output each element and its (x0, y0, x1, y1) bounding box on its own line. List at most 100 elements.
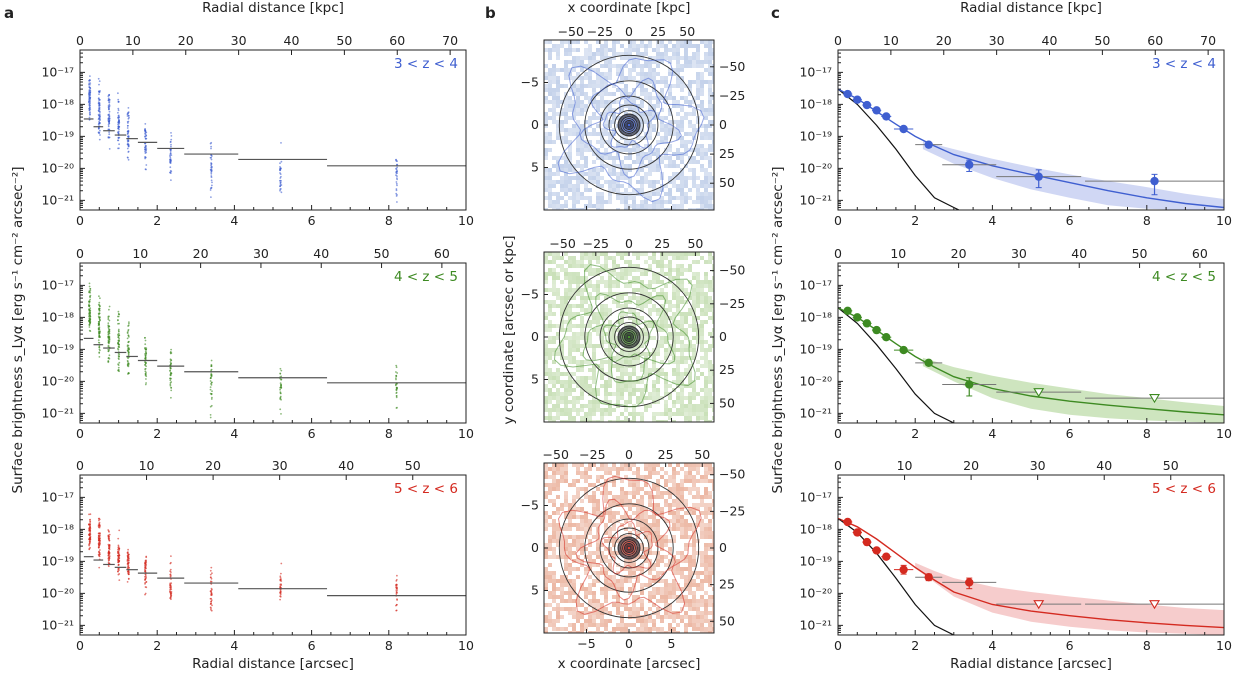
panel-b-z45-pixel (688, 420, 692, 422)
panel-b-z34-pixel (604, 100, 608, 104)
panel-b-z45-pixel (696, 408, 700, 412)
panel-b-z45-pixel (572, 416, 576, 420)
panel-b-z56-pixel (708, 471, 712, 475)
panel-b-z34-pixel (660, 96, 664, 100)
panel-b-z34-pixel (676, 196, 680, 200)
panel-a-z34-top-tick-label: 30 (231, 33, 247, 48)
panel-b-z56-pixel (612, 467, 616, 471)
panel-b-z34-pixel (560, 188, 564, 192)
panel-b-z45-pixel (544, 288, 548, 292)
panel-b-z34-pixel (704, 192, 708, 196)
panel-b-z34-pixel (712, 196, 714, 200)
panel-b-z45-pixel (712, 300, 714, 304)
panel-b-z45-pixel (568, 412, 572, 416)
panel-b-z45-pixel (652, 360, 656, 364)
panel-b-z34-pixel (616, 52, 620, 56)
panel-a-z34-xtick-label: 10 (458, 213, 474, 228)
panel-b-z34-pixel (596, 108, 600, 112)
panel-b-z45-pixel (592, 272, 596, 276)
panel-b-z45-pixel (568, 324, 572, 328)
panel-b-z34-pixel (680, 172, 684, 176)
panel-b-z34-pixel (572, 48, 576, 52)
panel-b-z34-pixel (668, 148, 672, 152)
panel-b-z45-pixel (664, 388, 668, 392)
panel-c-z34-data-point (872, 106, 881, 115)
panel-b-z34-pixel (672, 164, 676, 168)
panel-b-z45-pixel (600, 328, 604, 332)
panel-b-z45-pixel (628, 300, 632, 304)
panel-b-z34-pixel (640, 88, 644, 92)
panel-b-z45-pixel (624, 292, 628, 296)
panel-a-z56-point (280, 562, 283, 565)
panel-b-z56-pixel (576, 487, 580, 491)
panel-b-z56-pixel (552, 479, 556, 483)
panel-b-z56-pixel (544, 467, 548, 471)
panel-b-z34-pixel (680, 140, 684, 144)
panel-b-z34-pixel (620, 200, 624, 204)
panel-b-z45-pixel (556, 252, 560, 256)
panel-b-z45-pixel (576, 400, 580, 404)
panel-a-z56-point (209, 597, 212, 600)
panel-b-z45-pixel (588, 384, 592, 388)
panel-b-z45-pixel (548, 348, 552, 352)
panel-b-z45-pixel (580, 260, 584, 264)
panel-c-z45-xtick-label: 2 (911, 426, 919, 441)
panel-b-z45-pixel (592, 368, 596, 372)
panel-b-z34-pixel (696, 44, 700, 48)
panel-a-z34-point (170, 135, 173, 137)
panel-b-z45-pixel (596, 420, 600, 422)
panel-b-z34-pixel (704, 116, 708, 120)
panel-b-z45-pixel (604, 400, 608, 404)
panel-c-z34-data-point (843, 89, 852, 99)
panel-a-z34-point (89, 98, 91, 101)
panel-b-z34-pixel (696, 104, 700, 108)
panel-b-z34-pixel (684, 112, 688, 116)
panel-b-z45-pixel (680, 280, 684, 284)
panel-a-z45-point (98, 322, 100, 325)
panel-b-z34-pixel (632, 204, 636, 208)
panel-b-z45-pixel (580, 288, 584, 292)
panel-a-z45-point (211, 396, 213, 399)
panel-c-z56-data-point (924, 573, 933, 582)
panel-a-z34-point (126, 147, 129, 150)
panel-b-z34-pixel (580, 176, 584, 180)
panel-b-z45-pixel (652, 368, 656, 372)
panel-b-z34-pixel (708, 104, 712, 108)
panel-b-z56-pixel (704, 475, 708, 479)
panel-b-z34-pixel (544, 176, 548, 180)
panel-b-z34-pixel (608, 108, 612, 112)
panel-b-z34-pixel (644, 180, 648, 184)
panel-b-z45-pixel (568, 320, 572, 324)
panel-b-z45-pixel (680, 412, 684, 416)
panel-b-z45-pixel (572, 408, 576, 412)
panel-b-z56-pixel (672, 483, 676, 487)
panel-b-z34-pixel (588, 60, 592, 64)
panel-b-z34-pixel (652, 56, 656, 60)
panel-b-z45-pixel (560, 280, 564, 284)
panel-b-z45-pixel (648, 320, 652, 324)
panel-b-z34-pixel (708, 160, 712, 164)
panel-b-z45-pixel (700, 300, 704, 304)
panel-b-z56-pixel (560, 471, 564, 475)
panel-b-z34-pixel (596, 40, 600, 44)
panel-b-z34-pixel (712, 104, 714, 108)
panel-b-z34-pixel (636, 64, 640, 68)
panel-b-z45-pixel (700, 348, 704, 352)
panel-b-z34-pixel (632, 140, 636, 144)
panel-b-z45-pixel (600, 416, 604, 420)
panel-b-z45-pixel (680, 384, 684, 388)
panel-b-z45-pixel (580, 336, 584, 340)
panel-c-z56-xtick-label: 0 (834, 638, 842, 653)
panel-b-z45-pixel (628, 388, 632, 392)
panel-b-z45-pixel (588, 336, 592, 340)
panel-b-z34-pixel (628, 40, 632, 44)
panel-b-z45-pixel (584, 288, 588, 292)
panel-c-z34-ytick-label: 10⁻²⁰ (799, 160, 832, 175)
panel-a-z56-point (118, 529, 121, 532)
panel-a-z45-point (144, 347, 147, 349)
panel-b-z34-pixel (708, 172, 712, 176)
panel-b-z45-pixel (564, 320, 568, 324)
panel-b-z34-pixel (680, 96, 684, 100)
panel-a-z34-point (144, 156, 147, 158)
panel-b-z34-pixel (596, 184, 600, 188)
